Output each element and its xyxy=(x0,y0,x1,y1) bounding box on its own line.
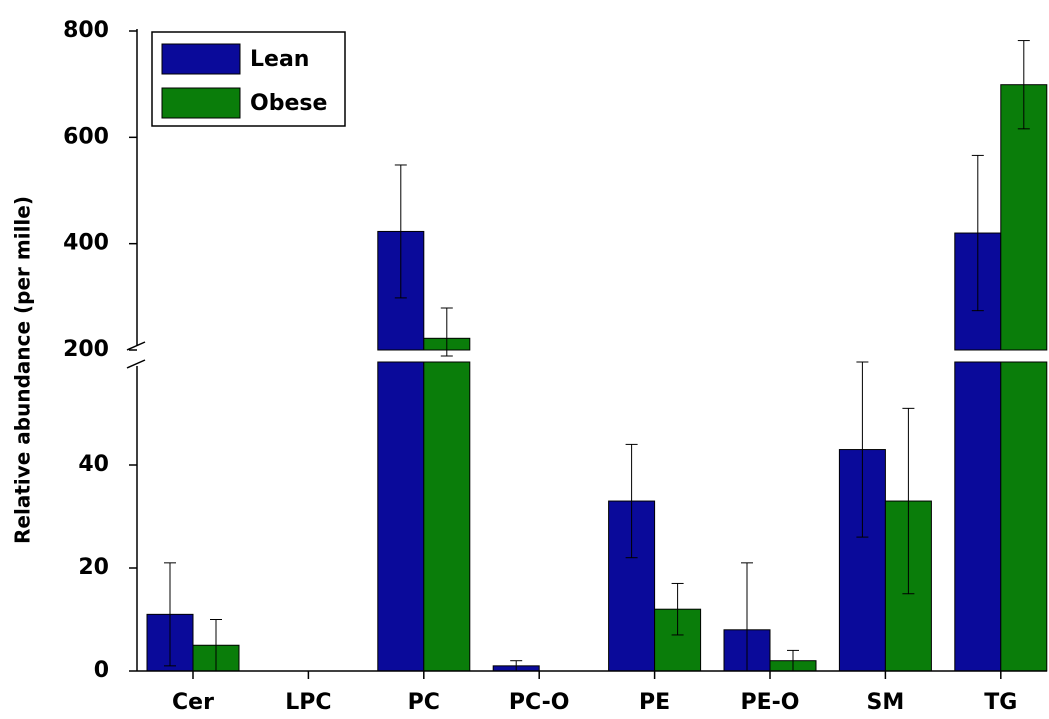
x-tick-label: TG xyxy=(984,690,1017,715)
legend-swatch xyxy=(161,43,241,75)
x-tick-label: PE xyxy=(639,690,670,715)
axis-break-gap xyxy=(135,351,1049,361)
y-tick-label: 400 xyxy=(63,231,109,256)
legend-label: Lean xyxy=(250,47,309,72)
x-tick-label: SM xyxy=(867,690,905,715)
x-tick-label: PC xyxy=(408,690,440,715)
y-tick-label: 20 xyxy=(78,555,109,580)
x-tick-label: PC-O xyxy=(509,690,570,715)
axis-break-mark xyxy=(126,359,146,369)
x-tick-label: Cer xyxy=(172,690,214,715)
y-axis-title: Relative abundance (per mille) xyxy=(11,196,35,544)
bar xyxy=(423,361,471,672)
y-tick-label: 200 xyxy=(63,337,109,362)
axis-break-mark xyxy=(126,341,146,351)
bar xyxy=(377,361,425,672)
x-tick-label: LPC xyxy=(285,690,331,715)
y-tick-label: 600 xyxy=(63,124,109,149)
y-tick-label: 0 xyxy=(94,658,109,683)
bar xyxy=(954,361,1002,672)
x-tick-label: PE-O xyxy=(741,690,800,715)
legend-label: Obese xyxy=(250,91,327,116)
legend-swatch xyxy=(161,87,241,119)
y-tick-label: 800 xyxy=(63,18,109,43)
bar xyxy=(1000,361,1048,672)
y-tick-label: 40 xyxy=(78,452,109,477)
